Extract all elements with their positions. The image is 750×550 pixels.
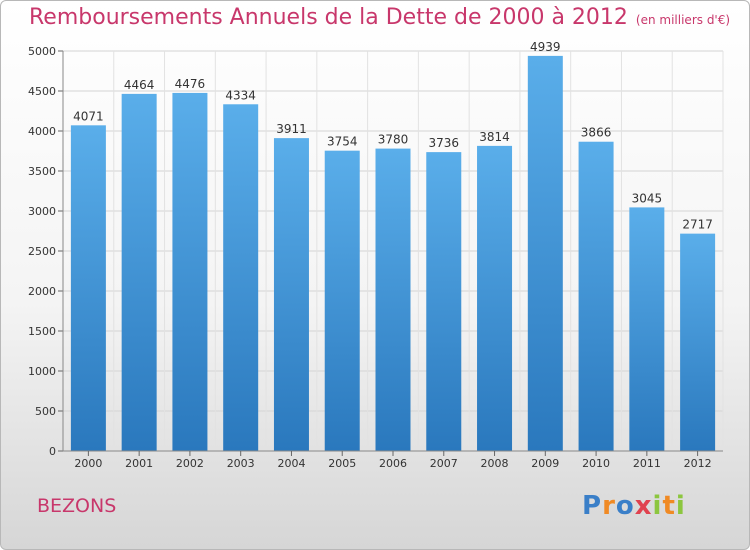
- value-label: 3045: [632, 191, 663, 205]
- bar: [629, 207, 665, 451]
- value-label: 4334: [225, 88, 256, 102]
- chart-title-text: Remboursements Annuels de la Dette de 20…: [29, 5, 628, 30]
- y-tick-label: 4000: [28, 125, 56, 138]
- bar: [680, 233, 716, 451]
- value-label: 2717: [682, 218, 713, 232]
- bar: [527, 55, 563, 451]
- value-label: 3866: [581, 126, 612, 140]
- y-tick-label: 3500: [28, 165, 56, 178]
- value-label: 3911: [276, 122, 307, 136]
- value-label: 3754: [327, 135, 358, 149]
- x-tick-label: 2012: [684, 457, 712, 470]
- y-tick-label: 0: [49, 445, 56, 458]
- bar: [172, 92, 208, 452]
- logo-letter: r: [602, 491, 616, 521]
- y-tick-label: 3000: [28, 205, 56, 218]
- value-label: 4071: [73, 109, 104, 123]
- x-tick-label: 2006: [379, 457, 407, 470]
- x-tick-label: 2001: [125, 457, 153, 470]
- chart-title: Remboursements Annuels de la Dette de 20…: [29, 5, 730, 30]
- x-tick-label: 2000: [74, 457, 102, 470]
- commune-name: BEZONS: [37, 495, 117, 517]
- x-tick-label: 2005: [328, 457, 356, 470]
- bar: [477, 145, 513, 451]
- x-tick-label: 2009: [531, 457, 559, 470]
- bar: [324, 150, 360, 451]
- x-tick-label: 2011: [633, 457, 661, 470]
- y-tick-label: 1500: [28, 325, 56, 338]
- logo-letter: x: [634, 491, 653, 521]
- bar: [426, 152, 462, 451]
- y-tick-label: 500: [35, 405, 56, 418]
- x-tick-label: 2003: [227, 457, 255, 470]
- bar: [121, 93, 157, 451]
- logo-letter: t: [662, 491, 676, 521]
- y-tick-label: 1000: [28, 365, 56, 378]
- y-tick-label: 2500: [28, 245, 56, 258]
- logo-letter: i: [675, 491, 686, 521]
- x-tick-label: 2002: [176, 457, 204, 470]
- x-tick-label: 2007: [430, 457, 458, 470]
- value-label: 3780: [378, 133, 409, 147]
- x-tick-label: 2008: [481, 457, 509, 470]
- value-label: 3814: [479, 130, 510, 144]
- x-tick-label: 2010: [582, 457, 610, 470]
- bar: [70, 125, 106, 451]
- x-tick-label: 2004: [277, 457, 305, 470]
- bar: [273, 138, 309, 451]
- value-label: 3736: [428, 136, 459, 150]
- bar: [578, 141, 614, 451]
- y-tick-label: 5000: [28, 45, 56, 58]
- y-tick-label: 4500: [28, 85, 56, 98]
- logo-letter: o: [615, 491, 635, 521]
- bar: [223, 104, 259, 451]
- bars: 4071 4464 4476 4334 3911 3754 3780 3736 3814 4939…: [70, 40, 716, 452]
- y-tick-label: 2000: [28, 285, 56, 298]
- logo-letter: P: [582, 491, 603, 521]
- value-label: 4939: [530, 40, 561, 54]
- chart-subtitle: (en milliers d'€): [635, 13, 731, 27]
- logo-letter: i: [652, 491, 663, 521]
- value-label: 4464: [124, 78, 155, 92]
- proxiti-logo: Proxiti: [582, 491, 686, 521]
- bar: [375, 148, 411, 451]
- value-label: 4476: [175, 77, 206, 91]
- axes: 0 500 1000 1500 2000 2500 3000 3500 4000 4500 5000…: [28, 45, 723, 470]
